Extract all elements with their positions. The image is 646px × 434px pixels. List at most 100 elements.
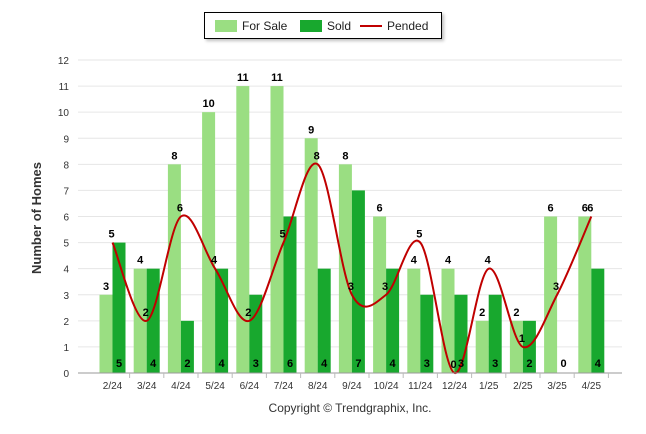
data-label-pended: 5 (108, 229, 114, 241)
data-label-sold: 6 (287, 358, 293, 370)
bar-for-sale (99, 294, 113, 373)
data-label-pended: 5 (279, 229, 285, 241)
bar-for-sale (236, 86, 250, 373)
data-label-for-sale: 9 (308, 124, 314, 136)
bar-for-sale (270, 86, 284, 373)
data-label-for-sale: 3 (103, 281, 109, 293)
data-label-pended: 3 (382, 281, 388, 293)
data-label-sold: 4 (321, 358, 328, 370)
data-label-sold: 5 (116, 358, 122, 370)
chart-footer: Copyright © Trendgraphix, Inc. (269, 401, 432, 415)
data-label-pended: 4 (485, 255, 492, 267)
bar-for-sale (167, 164, 181, 373)
data-label-for-sale: 2 (479, 307, 485, 319)
legend-swatch-sold (300, 20, 322, 32)
x-tick-label: 2/25 (513, 381, 533, 392)
y-tick-label: 6 (63, 213, 69, 224)
x-tick-label: 9/24 (342, 381, 362, 392)
data-label-pended: 8 (314, 150, 320, 162)
x-tick-label: 5/24 (205, 381, 225, 392)
x-tick-label: 12/24 (442, 381, 467, 392)
data-label-sold: 4 (595, 358, 602, 370)
y-tick-label: 2 (63, 317, 69, 328)
legend-swatch-pended (360, 25, 382, 27)
data-label-for-sale: 8 (171, 150, 177, 162)
bar-sold (180, 320, 194, 373)
pended-series-line (111, 162, 593, 375)
bar-sold (488, 294, 502, 373)
data-label-sold: 4 (390, 358, 397, 370)
data-label-for-sale: 8 (342, 150, 348, 162)
bar-sold (146, 268, 160, 373)
data-label-sold: 0 (561, 358, 567, 370)
legend-label-sold: Sold (327, 19, 352, 33)
data-label-sold: 3 (253, 358, 259, 370)
bar-for-sale (475, 320, 489, 373)
data-label-for-sale: 11 (237, 72, 249, 84)
bar-sold (386, 268, 400, 373)
data-label-for-sale: 4 (137, 255, 144, 267)
data-label-sold: 3 (492, 358, 498, 370)
data-label-sold: 7 (355, 358, 361, 370)
y-tick-label: 9 (63, 134, 69, 145)
data-label-pended: 4 (211, 255, 218, 267)
y-tick-label: 12 (58, 56, 70, 67)
bar-for-sale (544, 216, 558, 373)
bar-sold (522, 320, 536, 373)
bar-sold (591, 268, 605, 373)
data-label-for-sale: 2 (513, 307, 519, 319)
x-tick-label: 3/25 (547, 381, 567, 392)
data-label-for-sale: 6 (582, 203, 588, 215)
chart-legend: For Sale Sold Pended (204, 12, 442, 39)
data-label-for-sale: 11 (271, 72, 283, 84)
data-label-layer: 3544821041131169487644343232260645264258… (103, 72, 602, 371)
data-label-sold: 4 (150, 358, 157, 370)
data-label-sold: 4 (219, 358, 226, 370)
bar-for-sale (304, 138, 318, 373)
bar-sold (215, 268, 229, 373)
bar-for-sale (578, 216, 592, 373)
data-label-pended: 2 (143, 307, 149, 319)
data-label-sold: 3 (458, 358, 464, 370)
data-label-for-sale: 10 (202, 98, 214, 110)
data-label-for-sale: 4 (445, 255, 452, 267)
bar-sold (283, 216, 297, 373)
bar-for-sale (373, 216, 387, 373)
data-label-for-sale: 6 (377, 203, 383, 215)
bar-for-sale (407, 268, 421, 373)
x-tick-label: 6/24 (240, 381, 260, 392)
legend-label-for-sale: For Sale (242, 19, 288, 33)
y-tick-label: 5 (63, 239, 69, 250)
y-tick-label: 4 (63, 265, 69, 276)
data-label-pended: 6 (177, 203, 183, 215)
y-tick-label: 8 (63, 160, 69, 171)
data-label-pended: 5 (416, 229, 422, 241)
x-tick-label: 7/24 (274, 381, 294, 392)
bar-layer (99, 86, 605, 374)
y-tick-label: 3 (63, 291, 69, 302)
data-label-pended: 3 (348, 281, 354, 293)
data-label-pended: 0 (450, 359, 456, 371)
y-tick-label: 11 (59, 82, 70, 93)
bar-sold (420, 294, 434, 373)
data-label-for-sale: 6 (548, 203, 554, 215)
x-tick-label: 4/24 (171, 381, 191, 392)
y-tick-label: 1 (63, 343, 69, 354)
bar-sold (317, 268, 331, 373)
data-label-pended: 3 (553, 281, 559, 293)
legend-swatch-for-sale (215, 20, 237, 32)
x-tick-label: 4/25 (582, 381, 602, 392)
x-tick-label: 3/24 (137, 381, 157, 392)
bar-sold (249, 294, 263, 373)
data-label-pended: 1 (519, 333, 525, 345)
x-tick-label: 1/25 (479, 381, 499, 392)
y-tick-label: 10 (58, 108, 70, 119)
data-label-pended: 6 (587, 203, 593, 215)
x-tick-label: 10/24 (374, 381, 399, 392)
y-axis-title: Number of Homes (29, 162, 44, 274)
bar-for-sale (509, 320, 523, 373)
y-tick-label: 0 (63, 369, 69, 380)
pended-line-layer (111, 162, 593, 375)
